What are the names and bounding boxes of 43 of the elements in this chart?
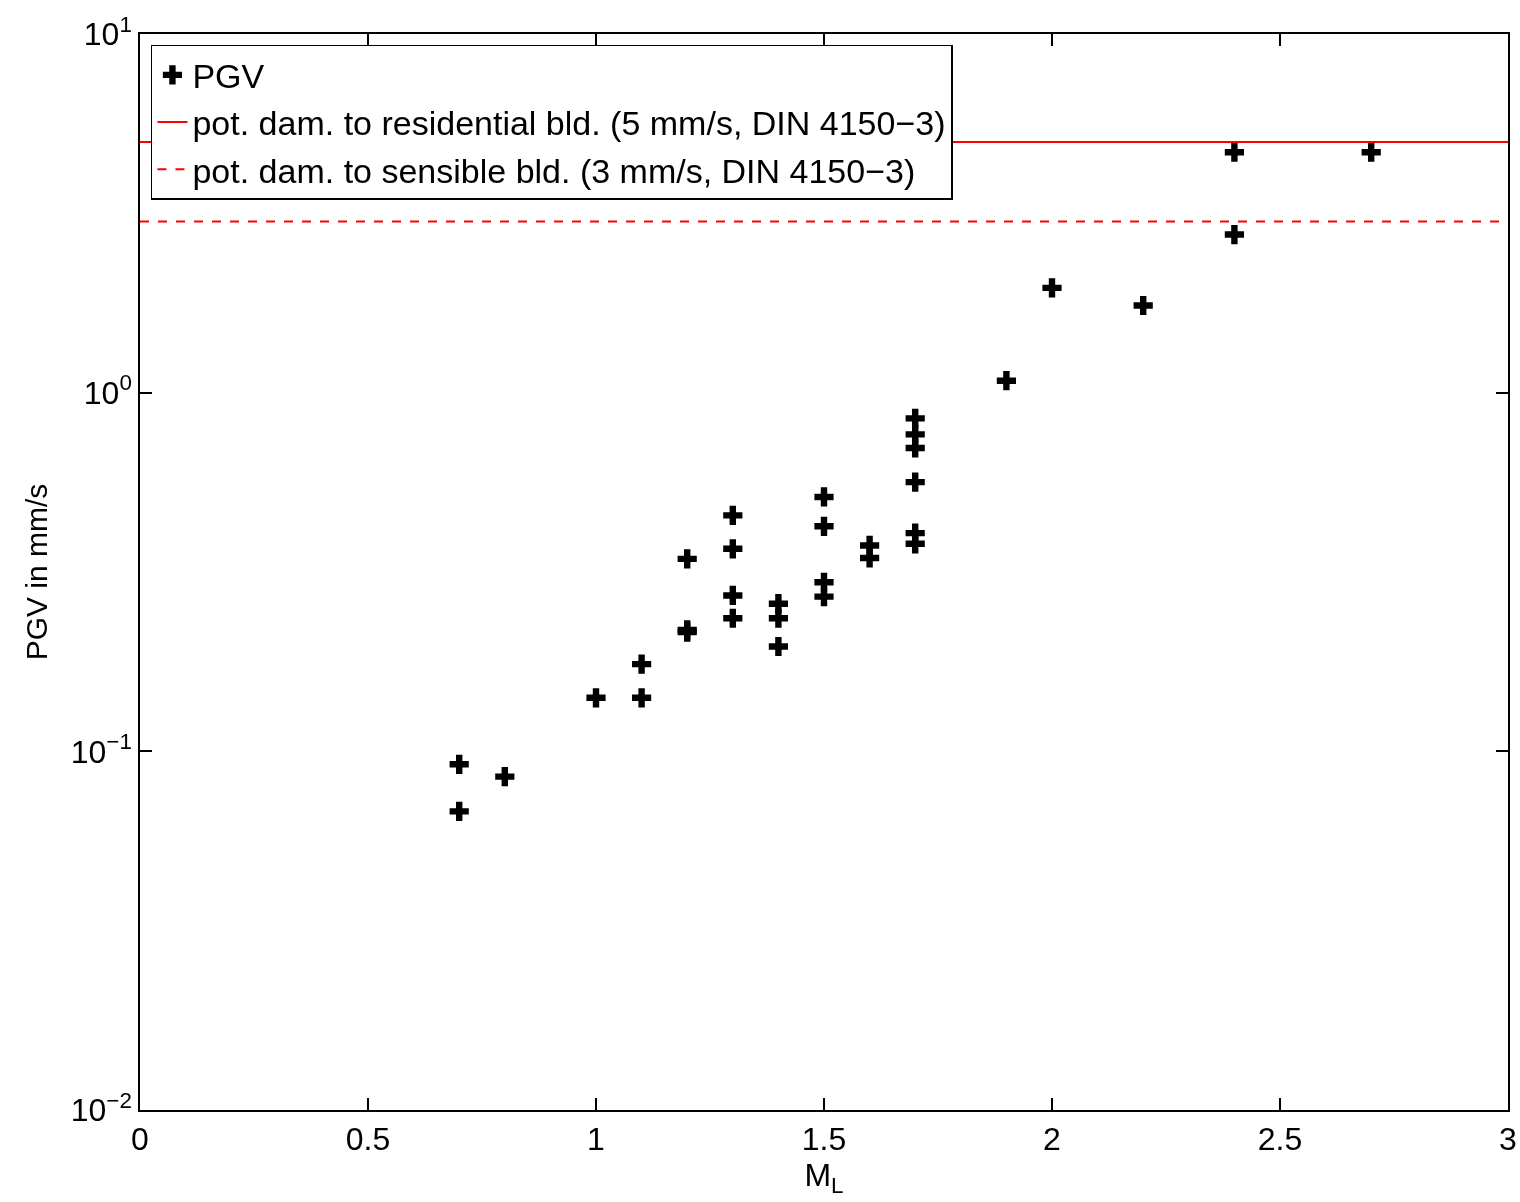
y-tick-label: 10$^{1}$ bbox=[83, 11, 132, 53]
point bbox=[768, 608, 788, 628]
ref-line-label: pot. dam. to residential bld. (5 mm/s, DIN 4150−3) bbox=[192, 104, 946, 143]
x-tick-label: 0.5 bbox=[345, 1121, 391, 1158]
y-tick-label: 10$^{−2}$ bbox=[70, 1087, 132, 1129]
point bbox=[814, 587, 834, 607]
point bbox=[632, 688, 652, 708]
point bbox=[905, 408, 925, 428]
y-tick-label: 10$^{0}$ bbox=[83, 370, 132, 411]
point bbox=[632, 654, 652, 674]
x-tick-label: 3 bbox=[1499, 1121, 1517, 1158]
point bbox=[905, 438, 925, 458]
x-tick-label: 1.5 bbox=[801, 1121, 847, 1158]
point bbox=[996, 371, 1016, 391]
point bbox=[1224, 142, 1244, 162]
point bbox=[723, 539, 743, 559]
point bbox=[723, 608, 743, 628]
point bbox=[677, 549, 697, 569]
point bbox=[1042, 278, 1062, 298]
legend-label: PGV bbox=[192, 57, 265, 96]
x-tick-label: 0 bbox=[131, 1121, 149, 1158]
point bbox=[768, 636, 788, 657]
point bbox=[814, 487, 834, 507]
y-tick-label: 10$^{−1}$ bbox=[70, 729, 132, 770]
point bbox=[449, 754, 469, 774]
x-axis-title: M$_{L}$ bbox=[804, 1157, 844, 1198]
point bbox=[1361, 142, 1381, 162]
point bbox=[723, 585, 743, 606]
legend-label: pot. dam. to sensible bld. (3 mm/s, DIN 4150−3) bbox=[192, 151, 916, 190]
point bbox=[495, 767, 515, 787]
point bbox=[586, 688, 606, 708]
point bbox=[449, 801, 469, 822]
x-tick-label: 1 bbox=[587, 1121, 605, 1158]
x-tick-label: 2.5 bbox=[1257, 1121, 1303, 1158]
x-tick-label: 2 bbox=[1043, 1121, 1061, 1158]
y-axis-title: PGV in mm/s bbox=[20, 483, 54, 661]
point bbox=[1224, 224, 1244, 245]
point bbox=[814, 516, 834, 536]
point bbox=[1133, 295, 1153, 316]
point bbox=[860, 548, 880, 568]
point bbox=[723, 505, 743, 525]
point bbox=[905, 472, 925, 492]
point bbox=[905, 534, 925, 554]
